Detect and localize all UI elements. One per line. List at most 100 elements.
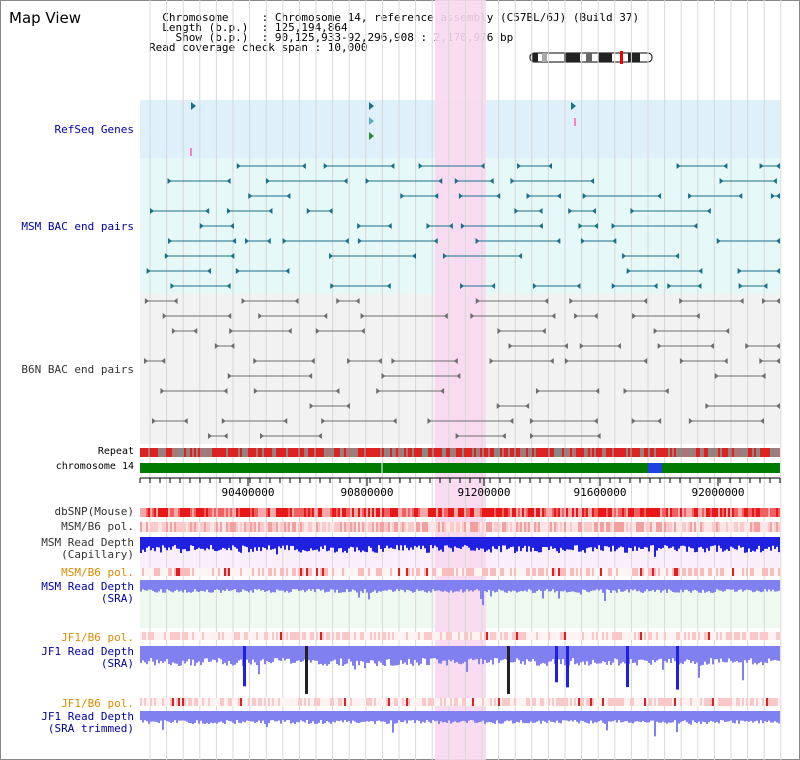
label-jf1-depth-sra[interactable]: JF1 Read Depth	[41, 645, 134, 658]
jf1-pol-trim-cell	[592, 698, 594, 706]
repeat-cell	[328, 448, 330, 457]
msm-depth-cap-bar	[210, 537, 212, 546]
msm-bac-pair-end	[626, 268, 631, 274]
label-b6n-bac[interactable]: B6N BAC end pairs	[21, 363, 134, 376]
dbsnp-cell	[614, 508, 616, 517]
jf1-depth-sra-bar	[364, 646, 366, 669]
jf1-depth-trim-bar	[580, 711, 582, 721]
label-msm-b6-pol[interactable]: MSM/B6 pol.	[61, 520, 134, 533]
jf1-depth-trim-bar	[668, 711, 670, 723]
dbsnp-cell	[302, 508, 304, 517]
msm-depth-cap-bar	[510, 537, 512, 547]
label-dbsnp[interactable]: dbSNP(Mouse)	[54, 505, 134, 518]
msm-depth-sra-bar	[370, 580, 372, 593]
dbsnp-cell	[222, 508, 224, 517]
msm-pol-sra-cell	[444, 568, 446, 576]
msm-depth-cap-bar	[520, 537, 522, 552]
msm-pol-sra-cell	[596, 568, 598, 576]
jf1-pol-cell	[708, 632, 710, 640]
dbsnp-cell	[388, 508, 390, 517]
jf1-pol-trim-cell	[708, 698, 710, 706]
msm-depth-cap-bar	[334, 537, 336, 553]
label-msm-bac[interactable]: MSM BAC end pairs	[21, 220, 134, 233]
dbsnp-cell	[708, 508, 710, 517]
chromosome-ideogram[interactable]	[528, 50, 656, 66]
msm-depth-sra-bar	[386, 580, 388, 591]
jf1-pol-trim-cell	[338, 698, 340, 706]
b6n-bac-pair-end	[144, 298, 149, 304]
jf1-pol-cell	[388, 632, 390, 640]
repeat-cell	[684, 448, 686, 457]
dbsnp-cell	[438, 508, 440, 517]
jf1-depth-sra-bar	[522, 646, 524, 662]
jf1-pol-trim-cell	[296, 698, 298, 706]
repeat-cell	[420, 448, 422, 457]
jf1-pol-trim-cell	[754, 698, 756, 706]
msm-pol-sra-cell	[630, 568, 632, 576]
jf1-pol-cell	[236, 632, 238, 640]
msm-pol-sra-cell	[554, 568, 556, 576]
jf1-pol-trim-cell	[530, 698, 532, 706]
jf1-pol-cell	[224, 632, 226, 640]
jf1-pol-trim-cell	[426, 698, 428, 706]
msm-depth-sra-bar	[346, 580, 348, 590]
msm-depth-cap-bar	[660, 537, 662, 549]
jf1-pol-cell	[306, 632, 308, 640]
msm-depth-cap-bar	[164, 537, 166, 548]
label-msm-depth-cap[interactable]: MSM Read Depth	[41, 536, 134, 549]
label-jf1-depth-trim[interactable]: JF1 Read Depth	[41, 710, 134, 723]
msm-pol-cell	[760, 522, 762, 532]
label-repeat[interactable]: Repeat	[97, 446, 134, 457]
dbsnp-cell	[752, 508, 754, 517]
jf1-pol-trim-cell	[352, 698, 354, 706]
jf1-depth-trim-bar	[374, 711, 376, 724]
msm-depth-cap-bar	[220, 537, 222, 550]
b6n-bac-pair-end	[258, 313, 263, 319]
msm-bac-pair-end	[418, 163, 423, 169]
jf1-pol-cell	[212, 632, 214, 640]
dbsnp-cell	[516, 508, 518, 517]
label-jf1-b6-pol[interactable]: JF1/B6 pol.	[61, 631, 134, 644]
msm-pol-cell	[244, 522, 246, 532]
msm-depth-sra-bar	[344, 580, 346, 593]
msm-depth-cap-bar	[620, 537, 622, 547]
jf1-depth-sra-bar	[340, 646, 342, 659]
label-msm-depth-sra[interactable]: MSM Read Depth	[41, 580, 134, 593]
label-msm-b6-pol-sra[interactable]: MSM/B6 pol.	[61, 566, 134, 579]
jf1-depth-trim-bar	[642, 711, 644, 721]
msm-depth-cap-bar	[314, 537, 316, 550]
dbsnp-cell	[358, 508, 360, 517]
jf1-depth-sra-bar	[484, 646, 486, 660]
jf1-depth-trim-bar	[362, 711, 364, 722]
label-refseq-genes[interactable]: RefSeq Genes	[54, 123, 134, 136]
axis-tick-label: 92000000	[692, 486, 745, 499]
jf1-pol-cell	[728, 632, 730, 640]
msm-depth-cap-bar	[308, 537, 310, 552]
jf1-pol-trim-cell	[458, 698, 460, 706]
msm-pol-sra-cell	[672, 568, 674, 576]
jf1-pol-trim-cell	[562, 698, 564, 706]
repeat-cell	[142, 448, 144, 457]
jf1-depth-sra-bar	[596, 646, 598, 664]
dbsnp-cell	[444, 508, 446, 517]
jf1-depth-sra-bar	[516, 646, 518, 659]
msm-pol-cell	[428, 522, 430, 532]
dbsnp-cell	[748, 508, 750, 517]
msm-pol-cell	[660, 522, 662, 532]
jf1-depth-trim-bar	[738, 711, 740, 724]
msm-depth-sra-bar	[728, 580, 730, 590]
b6n-bac-pair-end	[761, 373, 766, 379]
jf1-pol-trim-cell	[482, 698, 484, 706]
label-jf1-b6-pol-trim[interactable]: JF1/B6 pol.	[61, 697, 134, 710]
jf1-pol-cell	[498, 632, 500, 640]
jf1-pol-cell	[758, 632, 760, 640]
jf1-depth-trim-bar	[554, 711, 556, 723]
jf1-pol-cell	[746, 632, 748, 640]
jf1-pol-trim-cell	[494, 698, 496, 706]
msm-depth-cap-bar	[186, 537, 188, 552]
jf1-depth-trim-bar	[778, 711, 780, 724]
msm-depth-cap-bar	[504, 537, 506, 546]
jf1-pol-trim-cell	[514, 698, 516, 706]
dbsnp-cell	[570, 508, 572, 517]
